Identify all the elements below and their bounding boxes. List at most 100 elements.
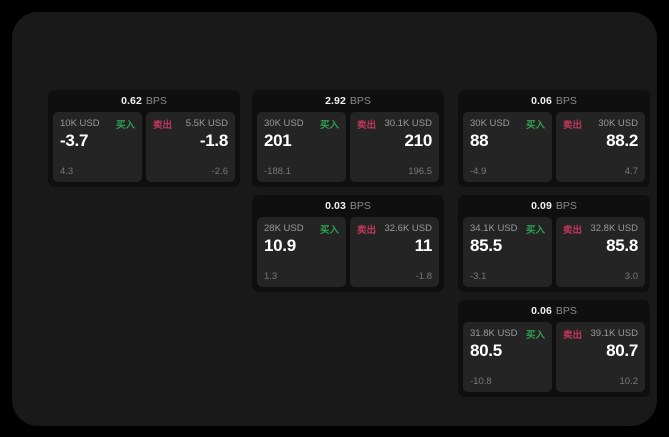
card-header: 0.06 BPS [458,300,650,322]
buy-side-label: 买入 [319,119,339,131]
sell-size-label: 39.1K USD [590,328,638,339]
buy-panel-header: 10K USD 买入 [60,117,135,131]
sell-side-label: 卖出 [563,119,583,131]
sell-size-label: 32.6K USD [384,223,432,234]
buy-side-label: 买入 [525,119,545,131]
spread-value: 0.62 [121,95,142,107]
card-header: 0.62 BPS [48,90,240,112]
buy-size-label: 30K USD [470,118,510,129]
card-panels: 10K USD 买入 -3.7 4.3 卖出 5.5K USD -1.8 -2.… [53,112,235,182]
buy-price: 85.5 [470,236,502,255]
buy-delta: 4.3 [60,166,74,177]
spread-unit: BPS [349,200,371,212]
quote-card[interactable]: 0.03 BPS 28K USD 买入 10.9 1.3 卖出 [252,195,444,292]
spread-unit: BPS [555,200,577,212]
sell-price: 85.8 [606,236,638,255]
sell-side-label: 卖出 [563,329,583,341]
card-header: 0.06 BPS [458,90,650,112]
buy-price: 10.9 [264,236,296,255]
quote-card[interactable]: 2.92 BPS 30K USD 买入 201 -188.1 卖出 [252,90,444,187]
sell-size-label: 30K USD [598,118,638,129]
sell-side-label: 卖出 [357,119,377,131]
sell-panel-header: 卖出 30K USD [563,117,638,131]
buy-panel-header: 34.1K USD 买入 [470,222,545,236]
buy-panel[interactable]: 28K USD 买入 10.9 1.3 [257,217,346,287]
buy-size-label: 34.1K USD [470,223,518,234]
card-header: 0.03 BPS [252,195,444,217]
sell-panel-header: 卖出 5.5K USD [153,117,228,131]
sell-side-label: 卖出 [563,224,583,236]
buy-size-label: 28K USD [264,223,304,234]
buy-price: 88 [470,131,489,150]
buy-price: 201 [264,131,292,150]
quote-card[interactable]: 0.62 BPS 10K USD 买入 -3.7 4.3 卖出 [48,90,240,187]
buy-side-label: 买入 [115,119,135,131]
buy-panel-header: 30K USD 买入 [470,117,545,131]
buy-price: -3.7 [60,131,89,150]
sell-price: 80.7 [606,341,638,360]
spread-value: 0.03 [325,200,346,212]
card-panels: 31.8K USD 买入 80.5 -10.8 卖出 39.1K USD 80.… [463,322,645,392]
sell-price: 210 [404,131,433,150]
sell-panel[interactable]: 卖出 30K USD 88.2 4.7 [556,112,645,182]
sell-delta: -2.6 [211,166,228,177]
sell-price: 88.2 [606,131,638,150]
sell-panel[interactable]: 卖出 30.1K USD 210 196.5 [350,112,439,182]
buy-size-label: 10K USD [60,118,100,129]
card-panels: 30K USD 买入 88 -4.9 卖出 30K USD 88.2 4.7 [463,112,645,182]
buy-size-label: 30K USD [264,118,304,129]
sell-delta: 3.0 [624,271,638,282]
spread-unit: BPS [555,95,577,107]
sell-delta: 4.7 [624,166,638,177]
buy-delta: -3.1 [470,271,487,282]
card-header: 2.92 BPS [252,90,444,112]
sell-panel[interactable]: 卖出 32.8K USD 85.8 3.0 [556,217,645,287]
sell-delta: 10.2 [619,376,639,387]
buy-delta: -10.8 [470,376,492,387]
sell-size-label: 5.5K USD [185,118,228,129]
sell-side-label: 卖出 [153,119,173,131]
buy-delta: -4.9 [470,166,487,177]
buy-side-label: 买入 [319,224,339,236]
buy-panel[interactable]: 31.8K USD 买入 80.5 -10.8 [463,322,552,392]
quote-card[interactable]: 0.06 BPS 31.8K USD 买入 80.5 -10.8 卖 [458,300,650,397]
spread-value: 0.06 [531,305,552,317]
sell-panel-header: 卖出 39.1K USD [563,327,638,341]
buy-panel[interactable]: 34.1K USD 买入 85.5 -3.1 [463,217,552,287]
sell-panel[interactable]: 卖出 32.6K USD 11 -1.8 [350,217,439,287]
buy-panel[interactable]: 30K USD 买入 201 -188.1 [257,112,346,182]
sell-price: 11 [414,236,433,255]
sell-panel-header: 卖出 30.1K USD [357,117,432,131]
buy-panel[interactable]: 10K USD 买入 -3.7 4.3 [53,112,142,182]
sell-delta: 196.5 [408,166,432,177]
quote-card[interactable]: 0.09 BPS 34.1K USD 买入 85.5 -3.1 卖出 [458,195,650,292]
buy-panel-header: 31.8K USD 买入 [470,327,545,341]
sell-panel-header: 卖出 32.6K USD [357,222,432,236]
sell-panel[interactable]: 卖出 5.5K USD -1.8 -2.6 [146,112,235,182]
spread-value: 0.09 [531,200,552,212]
app-surface: 0.62 BPS 10K USD 买入 -3.7 4.3 卖出 [12,12,657,426]
buy-side-label: 买入 [525,329,545,341]
sell-panel[interactable]: 卖出 39.1K USD 80.7 10.2 [556,322,645,392]
buy-delta: 1.3 [264,271,278,282]
buy-size-label: 31.8K USD [470,328,518,339]
sell-size-label: 30.1K USD [384,118,432,129]
buy-panel-header: 30K USD 买入 [264,117,339,131]
sell-size-label: 32.8K USD [590,223,638,234]
buy-panel-header: 28K USD 买入 [264,222,339,236]
sell-side-label: 卖出 [357,224,377,236]
spread-value: 0.06 [531,95,552,107]
buy-delta: -188.1 [264,166,291,177]
spread-unit: BPS [555,305,577,317]
card-panels: 28K USD 买入 10.9 1.3 卖出 32.6K USD 11 -1.8 [257,217,439,287]
buy-price: 80.5 [470,341,502,360]
spread-unit: BPS [349,95,371,107]
quote-card-board: 0.62 BPS 10K USD 买入 -3.7 4.3 卖出 [48,90,650,402]
sell-delta: -1.8 [415,271,432,282]
buy-panel[interactable]: 30K USD 买入 88 -4.9 [463,112,552,182]
sell-price: -1.8 [199,131,228,150]
card-panels: 30K USD 买入 201 -188.1 卖出 30.1K USD 210 1… [257,112,439,182]
spread-value: 2.92 [325,95,346,107]
card-header: 0.09 BPS [458,195,650,217]
quote-card[interactable]: 0.06 BPS 30K USD 买入 88 -4.9 卖出 [458,90,650,187]
